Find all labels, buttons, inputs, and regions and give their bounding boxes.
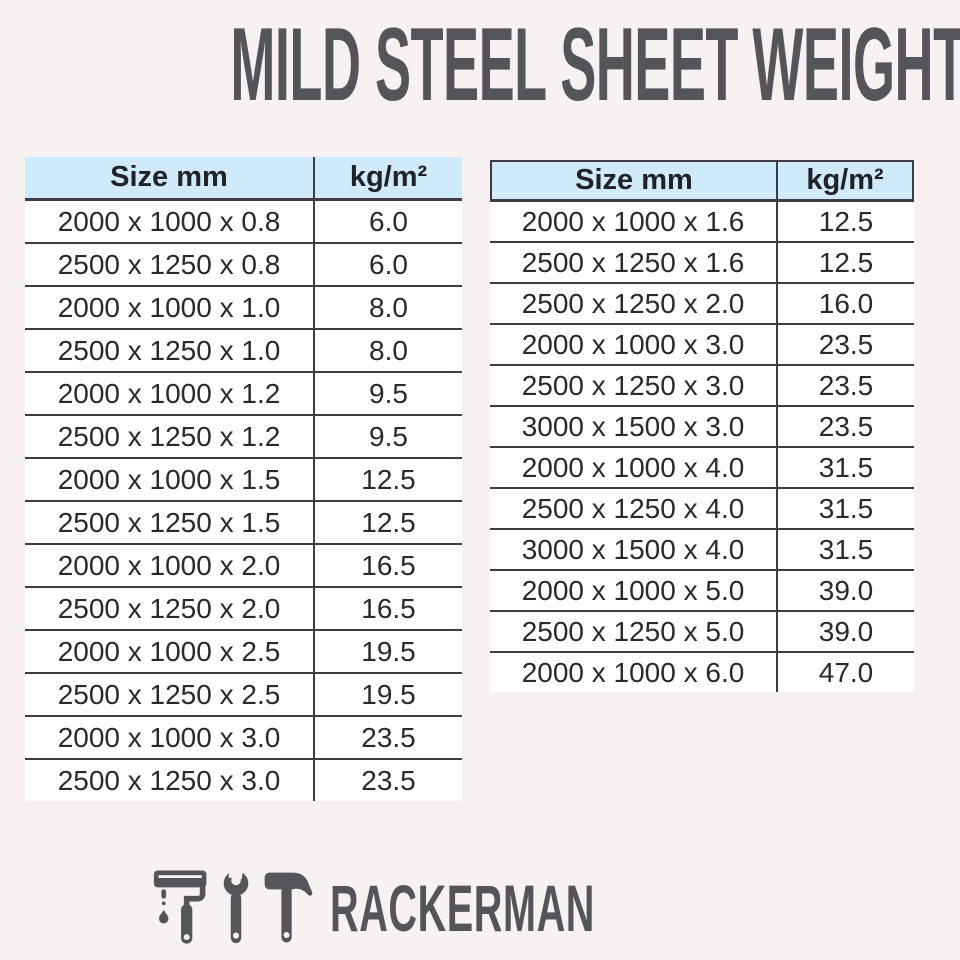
weight-cell: 16.5	[361, 592, 416, 624]
weight-cell: 23.5	[818, 328, 874, 360]
weight-cell: 6.0	[369, 205, 408, 237]
weight-table-thin-sheets: Size mm kg/m² 2000 x 1000 x 0.8 6.0 2500 x…	[25, 157, 462, 801]
paint-roller-icon	[154, 870, 207, 944]
hammer-icon	[264, 872, 313, 943]
table-row: 2000 x 1000 x 2.0 16.5	[25, 545, 462, 588]
size-cell: 2000 x 1000 x 3.0	[25, 717, 315, 758]
table-row: 2000 x 1000 x 3.0 23.5	[490, 325, 914, 366]
table-body: 2000 x 1000 x 0.8 6.0 2500 x 1250 x 0.8 6.0…	[25, 201, 462, 801]
size-cell: 2500 x 1250 x 1.2	[25, 416, 315, 457]
page-title: MILD STEEL SHEET WEIGHT	[230, 7, 960, 123]
table-row: 2000 x 1000 x 4.0 31.5	[490, 448, 914, 489]
size-cell: 2000 x 1000 x 4.0	[490, 448, 778, 487]
size-cell: 2000 x 1000 x 2.0	[25, 545, 315, 586]
size-cell: 2500 x 1250 x 1.5	[25, 502, 315, 543]
size-cell: 2500 x 1250 x 0.8	[25, 244, 315, 285]
column-header-weight: kg/m²	[349, 161, 428, 193]
table-row: 2500 x 1250 x 2.0 16.0	[490, 284, 914, 325]
table-row: 2500 x 1250 x 1.5 12.5	[25, 502, 462, 545]
weight-cell: 39.0	[818, 615, 874, 647]
size-cell: 2000 x 1000 x 1.0	[25, 287, 315, 328]
size-cell: 2000 x 1000 x 1.2	[25, 373, 315, 414]
size-cell: 2500 x 1250 x 3.0	[25, 760, 315, 801]
column-header-size: Size mm	[25, 157, 315, 198]
table-row: 2500 x 1250 x 2.5 19.5	[25, 674, 462, 717]
size-cell: 2000 x 1000 x 0.8	[25, 201, 315, 242]
weight-cell: 12.5	[818, 246, 874, 278]
table-row: 2000 x 1000 x 5.0 39.0	[490, 571, 914, 612]
weight-cell: 19.5	[361, 678, 416, 710]
table-header-row: Size mm kg/m²	[25, 157, 462, 201]
table-row: 3000 x 1500 x 3.0 23.5	[490, 407, 914, 448]
table-row: 2000 x 1000 x 1.2 9.5	[25, 373, 462, 416]
table-row: 2500 x 1250 x 1.6 12.5	[490, 243, 914, 284]
weight-cell: 23.5	[818, 410, 874, 442]
table-body: 2000 x 1000 x 1.6 12.5 2500 x 1250 x 1.6 12…	[490, 202, 914, 692]
table-row: 2500 x 1250 x 3.0 23.5	[490, 366, 914, 407]
column-header-size: Size mm	[492, 162, 778, 199]
weight-cell: 31.5	[818, 451, 874, 483]
weight-cell: 9.5	[369, 377, 408, 409]
table-row: 2500 x 1250 x 1.2 9.5	[25, 416, 462, 459]
weight-cell: 23.5	[361, 721, 416, 753]
size-cell: 3000 x 1500 x 3.0	[490, 407, 778, 446]
weight-cell: 31.5	[818, 533, 874, 565]
weight-cell: 8.0	[369, 291, 408, 323]
brand-logo	[152, 868, 314, 948]
weight-cell: 19.5	[361, 635, 416, 667]
table-row: 2000 x 1000 x 0.8 6.0	[25, 201, 462, 244]
weight-cell: 9.5	[369, 420, 408, 452]
size-cell: 2000 x 1000 x 3.0	[490, 325, 778, 364]
size-cell: 2000 x 1000 x 6.0	[490, 653, 778, 692]
size-cell: 2000 x 1000 x 2.5	[25, 631, 315, 672]
weight-cell: 16.5	[361, 549, 416, 581]
weight-cell: 47.0	[818, 656, 874, 688]
size-cell: 2000 x 1000 x 1.6	[490, 202, 778, 241]
table-row: 2000 x 1000 x 3.0 23.5	[25, 717, 462, 760]
table-row: 2000 x 1000 x 6.0 47.0	[490, 653, 914, 692]
table-row: 2500 x 1250 x 5.0 39.0	[490, 612, 914, 653]
size-cell: 3000 x 1500 x 4.0	[490, 530, 778, 569]
weight-cell: 8.0	[369, 334, 408, 366]
size-cell: 2000 x 1000 x 5.0	[490, 571, 778, 610]
column-header-weight: kg/m²	[806, 164, 884, 196]
weight-cell: 12.5	[361, 506, 416, 538]
brand-footer: RACKERMAN	[0, 862, 942, 954]
size-cell: 2000 x 1000 x 1.5	[25, 459, 315, 500]
size-cell: 2500 x 1250 x 2.0	[490, 284, 778, 323]
table-row: 2000 x 1000 x 1.0 8.0	[25, 287, 462, 330]
weight-cell: 23.5	[818, 369, 874, 401]
weight-cell: 23.5	[361, 764, 416, 796]
wrench-icon	[223, 868, 249, 944]
table-row: 2500 x 1250 x 2.0 16.5	[25, 588, 462, 631]
table-row: 2500 x 1250 x 0.8 6.0	[25, 244, 462, 287]
table-row: 2500 x 1250 x 3.0 23.5	[25, 760, 462, 801]
weight-table-thick-sheets: Size mm kg/m² 2000 x 1000 x 1.6 12.5 2500 …	[490, 160, 914, 692]
size-cell: 2500 x 1250 x 3.0	[490, 366, 778, 405]
size-cell: 2500 x 1250 x 4.0	[490, 489, 778, 528]
table-row: 3000 x 1500 x 4.0 31.5	[490, 530, 914, 571]
table-row: 2000 x 1000 x 1.5 12.5	[25, 459, 462, 502]
size-cell: 2500 x 1250 x 5.0	[490, 612, 778, 651]
table-row: 2500 x 1250 x 4.0 31.5	[490, 489, 914, 530]
size-cell: 2500 x 1250 x 2.0	[25, 588, 315, 629]
table-row: 2000 x 1000 x 2.5 19.5	[25, 631, 462, 674]
brand-name: RACKERMAN	[330, 871, 596, 945]
weight-cell: 6.0	[369, 248, 408, 280]
weight-cell: 39.0	[818, 574, 874, 606]
size-cell: 2500 x 1250 x 1.0	[25, 330, 315, 371]
table-header-row: Size mm kg/m²	[490, 160, 914, 202]
weight-cell: 31.5	[818, 492, 874, 524]
table-row: 2000 x 1000 x 1.6 12.5	[490, 202, 914, 243]
size-cell: 2500 x 1250 x 2.5	[25, 674, 315, 715]
weight-cell: 12.5	[818, 205, 874, 237]
weight-cell: 12.5	[361, 463, 416, 495]
table-row: 2500 x 1250 x 1.0 8.0	[25, 330, 462, 373]
weight-cell: 16.0	[818, 287, 874, 319]
size-cell: 2500 x 1250 x 1.6	[490, 243, 778, 282]
